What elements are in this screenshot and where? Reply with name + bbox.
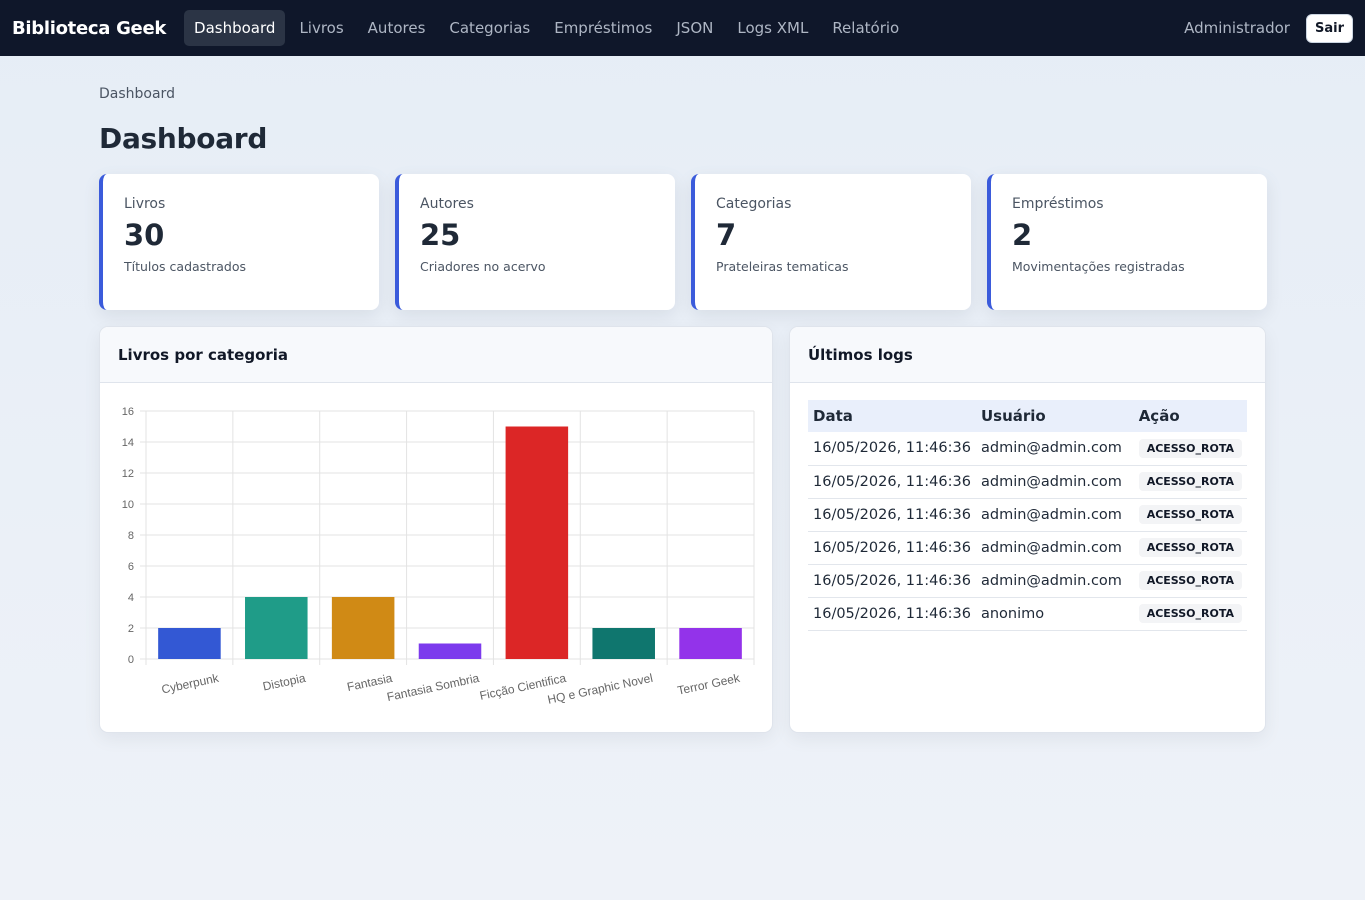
log-action-cell: ACESSO_ROTA <box>1133 465 1247 499</box>
logs-table-header: Data Usuário Ação <box>808 400 1247 432</box>
chart-panel-title: Livros por categoria <box>100 327 772 383</box>
action-badge: ACESSO_ROTA <box>1138 472 1242 491</box>
y-tick-label: 10 <box>122 499 134 511</box>
logout-button[interactable]: Sair <box>1305 13 1353 43</box>
table-row: 16/05/2026, 11:46:36 admin@admin.com ACE… <box>808 564 1247 598</box>
log-user: admin@admin.com <box>975 465 1134 499</box>
y-tick-label: 12 <box>122 468 134 480</box>
nav-link-relatorio[interactable]: Relatório <box>832 19 900 37</box>
x-tick-label: Distopia <box>261 671 307 694</box>
stat-card-categorias: Categorias 7 Prateleiras tematicas <box>691 174 971 310</box>
chart-panel: Livros por categoria 0 2 4 6 8 10 12 14 16 Cyberp… <box>99 326 773 733</box>
log-action-cell: ACESSO_ROTA <box>1133 564 1247 598</box>
stat-label: Autores <box>420 196 474 212</box>
stat-value: 7 <box>716 218 737 252</box>
logs-table: Data Usuário Ação 16/05/2026, 11:46:36 a… <box>808 400 1247 631</box>
bar-ficção-cientifica <box>505 426 569 659</box>
breadcrumb: Dashboard <box>99 86 175 102</box>
nav-right: Administrador Sair <box>1184 13 1353 43</box>
stat-label: Livros <box>124 196 166 212</box>
column-header-acao: Ação <box>1133 400 1247 432</box>
log-action-cell: ACESSO_ROTA <box>1133 432 1247 466</box>
bar-distopia <box>245 597 308 659</box>
y-tick-label: 0 <box>128 654 134 666</box>
log-date: 16/05/2026, 11:46:36 <box>808 597 976 631</box>
stat-subtitle: Criadores no acervo <box>420 259 546 274</box>
nav-links: Dashboard Livros Autores Categorias Empr… <box>184 0 913 56</box>
table-row: 16/05/2026, 11:46:36 admin@admin.com ACE… <box>808 498 1247 532</box>
user-name: Administrador <box>1184 19 1290 37</box>
logs-panel-title: Últimos logs <box>790 327 1265 383</box>
table-row: 16/05/2026, 11:46:36 admin@admin.com ACE… <box>808 465 1247 499</box>
log-user: admin@admin.com <box>975 564 1134 598</box>
nav-link-categorias[interactable]: Categorias <box>449 19 531 37</box>
stat-subtitle: Títulos cadastrados <box>124 259 246 274</box>
log-user: anonimo <box>975 597 1134 631</box>
log-action-cell: ACESSO_ROTA <box>1133 531 1247 565</box>
bar-hq-e-graphic-novel <box>592 628 655 659</box>
y-tick-label: 2 <box>128 623 134 635</box>
action-badge: ACESSO_ROTA <box>1138 571 1242 590</box>
bar-fantasia <box>331 597 395 659</box>
stat-subtitle: Movimentações registradas <box>1012 259 1185 274</box>
stat-label: Empréstimos <box>1012 196 1104 212</box>
y-tick-label: 8 <box>128 530 134 542</box>
x-tick-label: Cyberpunk <box>160 671 221 697</box>
log-action-cell: ACESSO_ROTA <box>1133 597 1247 631</box>
log-date: 16/05/2026, 11:46:36 <box>808 498 976 532</box>
stat-value: 25 <box>420 218 461 252</box>
action-badge: ACESSO_ROTA <box>1138 505 1242 524</box>
bar-terror-geek <box>679 628 742 659</box>
stat-value: 2 <box>1012 218 1033 252</box>
action-badge: ACESSO_ROTA <box>1138 438 1242 458</box>
table-row: 16/05/2026, 11:46:36 admin@admin.com ACE… <box>808 531 1247 565</box>
log-date: 16/05/2026, 11:46:36 <box>808 465 976 499</box>
log-user: admin@admin.com <box>975 432 1134 466</box>
log-user: admin@admin.com <box>975 531 1134 565</box>
x-tick-label: Terror Geek <box>676 671 742 698</box>
stat-value: 30 <box>124 218 165 252</box>
action-badge: ACESSO_ROTA <box>1138 538 1242 557</box>
brand-logo[interactable]: Biblioteca Geek <box>12 17 167 39</box>
log-date: 16/05/2026, 11:46:36 <box>808 564 976 598</box>
stat-card-emprestimos: Empréstimos 2 Movimentações registradas <box>987 174 1267 310</box>
log-action-cell: ACESSO_ROTA <box>1133 498 1247 532</box>
nav-link-livros[interactable]: Livros <box>299 19 344 37</box>
x-tick-label: Fantasia Sombria <box>386 671 481 704</box>
y-tick-label: 14 <box>122 437 134 449</box>
log-user: admin@admin.com <box>975 498 1134 532</box>
stat-label: Categorias <box>716 196 792 212</box>
table-row: 16/05/2026, 11:46:36 admin@admin.com ACE… <box>808 432 1247 466</box>
stat-subtitle: Prateleiras tematicas <box>716 259 849 274</box>
y-tick-label: 4 <box>128 592 134 604</box>
stat-card-autores: Autores 25 Criadores no acervo <box>395 174 675 310</box>
column-header-usuario: Usuário <box>975 400 1134 432</box>
page-title: Dashboard <box>99 122 268 155</box>
nav-link-emprestimos[interactable]: Empréstimos <box>554 19 653 37</box>
y-tick-label: 16 <box>122 406 134 418</box>
nav-link-json[interactable]: JSON <box>676 19 714 37</box>
stats-row: Livros 30 Títulos cadastrados Autores 25… <box>99 174 1267 310</box>
stat-card-livros: Livros 30 Títulos cadastrados <box>99 174 379 310</box>
log-date: 16/05/2026, 11:46:36 <box>808 432 976 466</box>
nav-link-dashboard[interactable]: Dashboard <box>184 10 286 46</box>
nav-link-logs-xml[interactable]: Logs XML <box>737 19 809 37</box>
bar-fantasia-sombria <box>418 643 482 659</box>
column-header-data: Data <box>808 400 976 432</box>
bar-cyberpunk <box>158 628 221 659</box>
table-row: 16/05/2026, 11:46:36 anonimo ACESSO_ROTA <box>808 597 1247 631</box>
y-tick-label: 6 <box>128 561 134 573</box>
log-date: 16/05/2026, 11:46:36 <box>808 531 976 565</box>
action-badge: ACESSO_ROTA <box>1138 604 1242 623</box>
logs-panel: Últimos logs Data Usuário Ação 16/05/202… <box>789 326 1266 733</box>
top-navbar: Biblioteca Geek Dashboard Livros Autores… <box>0 0 1365 56</box>
nav-link-autores[interactable]: Autores <box>367 19 426 37</box>
